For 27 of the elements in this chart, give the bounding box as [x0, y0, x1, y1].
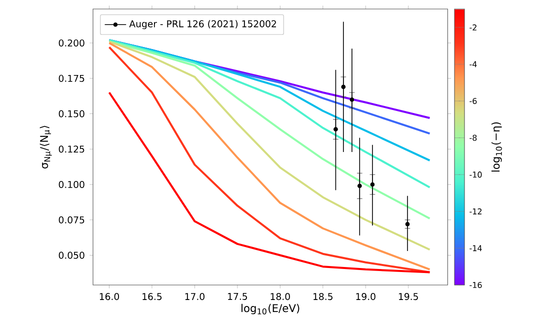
x-tick-label: 19.5: [398, 293, 418, 300]
color-bar-label: -12: [470, 208, 482, 214]
y-tick-label: 0.175: [58, 74, 84, 82]
color-bar-label: -2: [470, 24, 476, 30]
y-tick-label: 0.075: [58, 216, 84, 224]
x-tick-label: 16.5: [142, 293, 162, 300]
x-tick-label: 17.5: [228, 293, 248, 300]
y-tick-label: 0.050: [58, 252, 84, 259]
x-tick-label: 19.0: [356, 293, 376, 300]
color-bar-label: -14: [470, 245, 482, 252]
y-tick-label: 0.100: [58, 180, 84, 188]
y-tick-label: 0.150: [58, 110, 84, 118]
y-tick-label: 0.200: [58, 39, 84, 46]
x-tick-label: 18.5: [314, 293, 332, 300]
color-bar-label: -10: [470, 172, 482, 178]
color-bar-title: log$_{10}$(−η): [491, 122, 502, 172]
color-bar-label: -4: [470, 61, 477, 68]
x-axis-title: log$_{10}$(E/eV): [242, 304, 300, 314]
legend-label: Auger - PRL 126 (2021) 152002: [129, 20, 276, 30]
color-bar-label: -8: [470, 134, 477, 141]
color-bar-label: -16: [470, 282, 482, 288]
color-bar-label: -6: [470, 98, 477, 104]
x-tick-label: 18.0: [270, 293, 290, 300]
y-axis-title: σ$_{Nμ}$/⟨N$_{μ}$⟩: [40, 126, 52, 168]
x-tick-label: 16.0: [100, 293, 120, 300]
y-tick-label: 0.125: [58, 146, 84, 153]
x-tick-label: 17.0: [185, 293, 204, 300]
